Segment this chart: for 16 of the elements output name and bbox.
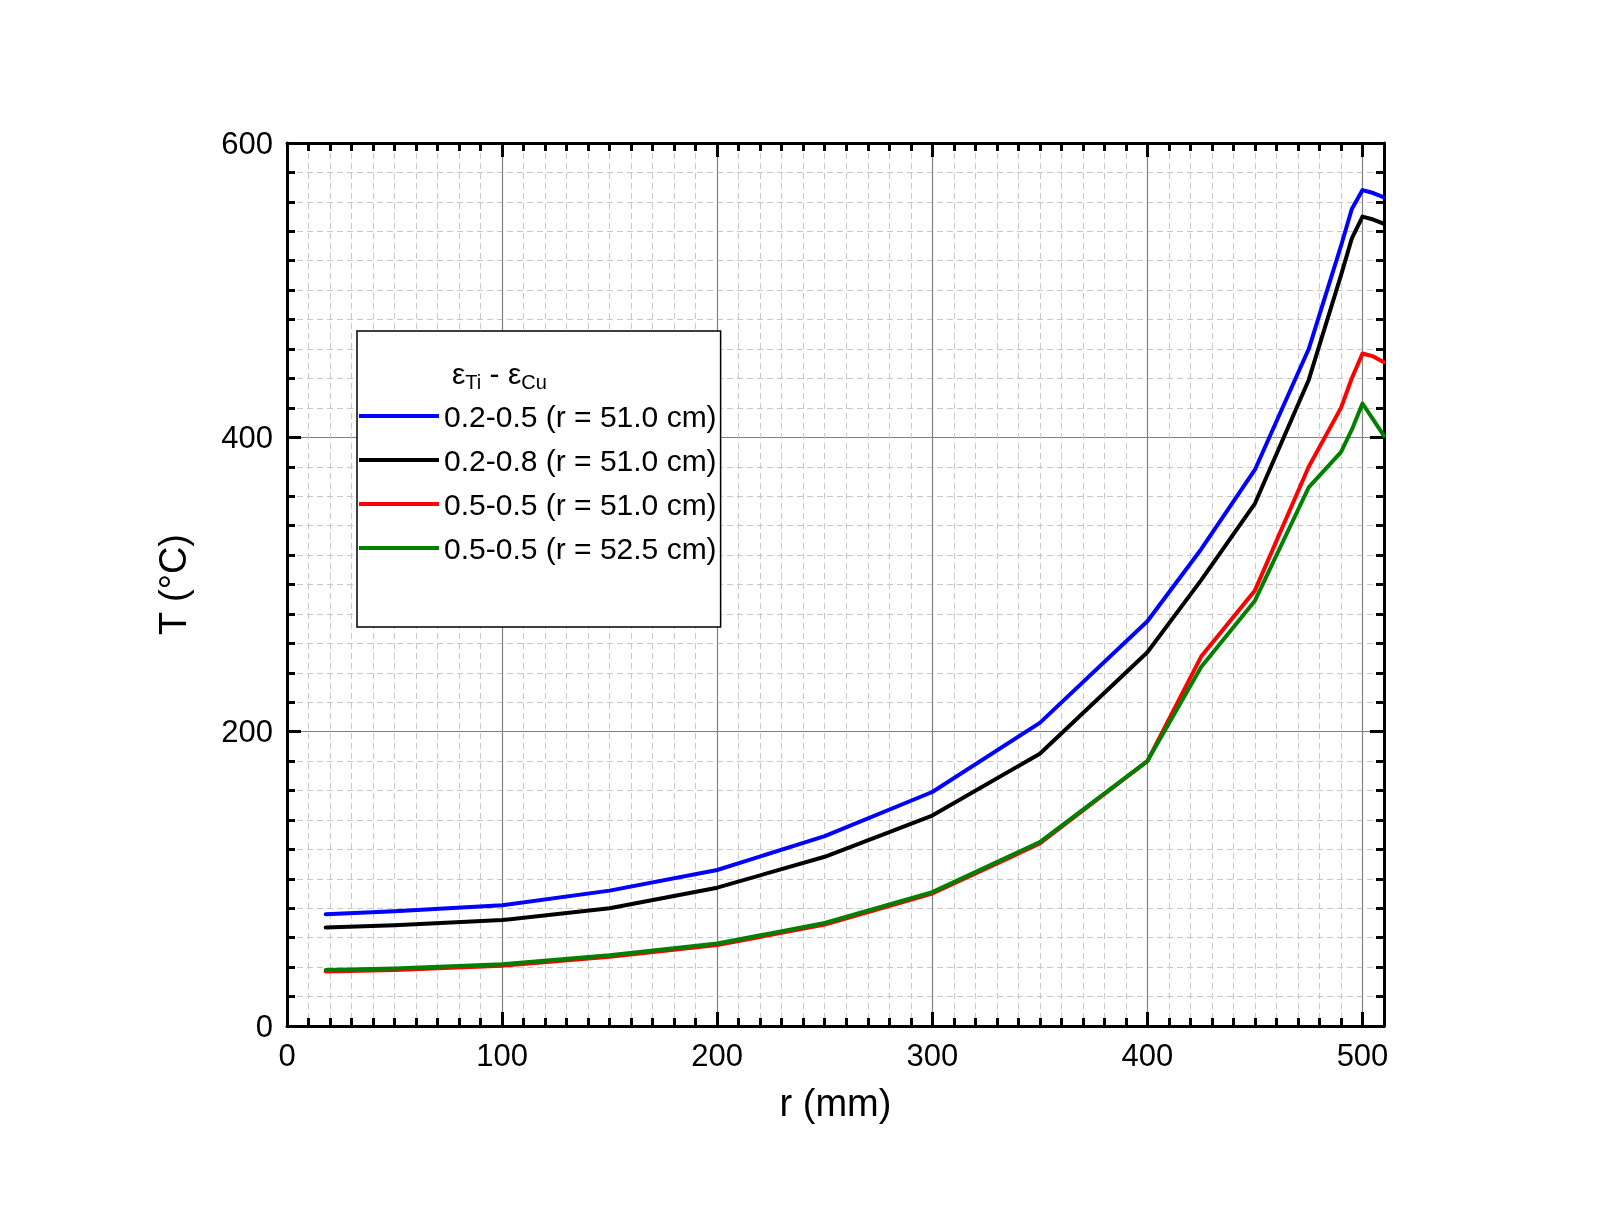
x-tick-label: 0 bbox=[278, 1038, 296, 1073]
legend-label: 0.5-0.5 (r = 52.5 cm) bbox=[444, 531, 717, 565]
legend-label: 0.5-0.5 (r = 51.0 cm) bbox=[444, 487, 717, 521]
legend-label: 0.2-0.5 (r = 51.0 cm) bbox=[444, 399, 717, 433]
x-tick-label: 200 bbox=[691, 1038, 744, 1073]
y-tick-label: 0 bbox=[255, 1008, 273, 1044]
legend-label: 0.2-0.8 (r = 51.0 cm) bbox=[444, 443, 717, 477]
x-tick-label: 300 bbox=[906, 1038, 959, 1073]
x-tick-label: 500 bbox=[1336, 1038, 1389, 1073]
x-tick-label: 400 bbox=[1121, 1038, 1174, 1073]
x-tick-label: 100 bbox=[476, 1038, 528, 1073]
y-tick-label: 600 bbox=[221, 125, 273, 161]
y-tick-label: 200 bbox=[221, 714, 273, 750]
y-axis-title: T (°C) bbox=[152, 533, 194, 636]
x-axis-title: r (mm) bbox=[779, 1082, 892, 1124]
y-tick-label: 400 bbox=[221, 419, 273, 455]
